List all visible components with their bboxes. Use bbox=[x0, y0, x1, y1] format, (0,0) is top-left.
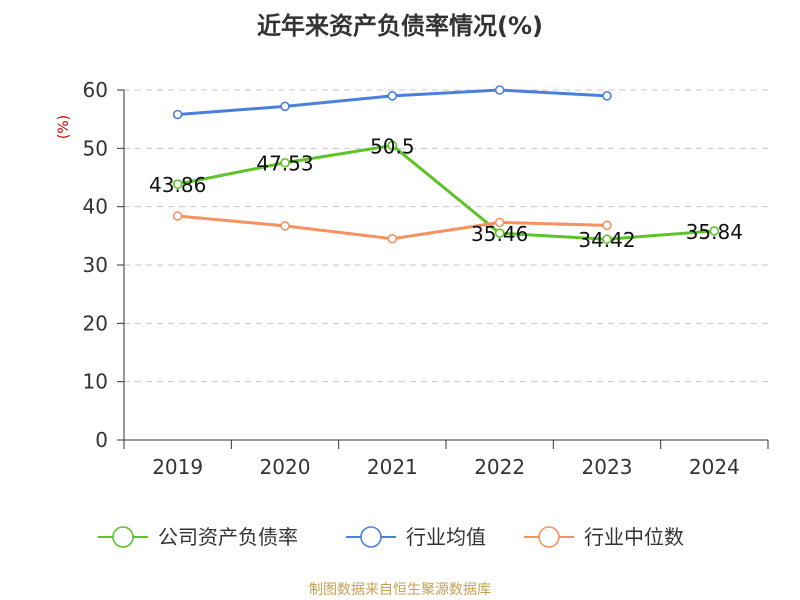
x-tick-label: 2019 bbox=[152, 455, 203, 479]
data-point bbox=[280, 101, 290, 112]
series-line-1 bbox=[177, 143, 715, 241]
y-tick-label: 40 bbox=[83, 195, 108, 219]
data-point bbox=[387, 140, 398, 151]
data-label: 34.42 bbox=[578, 228, 635, 252]
y-tick-label: 30 bbox=[83, 253, 108, 277]
x-tick-label: 2020 bbox=[260, 455, 311, 479]
data-point bbox=[602, 234, 612, 245]
data-point bbox=[494, 85, 505, 95]
data-label: 43.86 bbox=[149, 173, 206, 197]
source-note: 制图数据来自恒生聚源数据库 bbox=[309, 582, 491, 598]
x-tick-label: 2023 bbox=[582, 455, 633, 479]
data-point bbox=[172, 179, 183, 189]
y-axis-label: (%) bbox=[56, 115, 72, 139]
data-point bbox=[709, 226, 720, 236]
y-tick-label: 10 bbox=[83, 370, 108, 394]
data-labels: 43.86 47.53 50.5 35.46 34.42 35.84 bbox=[149, 134, 743, 252]
legend-label: 公司资产负债率 bbox=[158, 525, 298, 549]
legend-marker bbox=[360, 526, 382, 548]
x-tick-label: 2022 bbox=[474, 455, 525, 479]
y-tick-label: 50 bbox=[83, 136, 108, 160]
chart-title: 近年来资产负债率情况(%) bbox=[257, 12, 543, 40]
legend-label: 行业中位数 bbox=[584, 525, 684, 549]
legend-label: 行业均值 bbox=[406, 525, 486, 549]
data-point bbox=[494, 217, 505, 228]
data-point bbox=[387, 233, 398, 244]
data-point bbox=[172, 211, 183, 221]
x-tick-label: 2024 bbox=[689, 455, 740, 479]
data-point bbox=[602, 91, 612, 101]
data-label: 47.53 bbox=[256, 152, 313, 176]
legend: 公司资产负债率 行业均值 行业中位数 bbox=[98, 525, 684, 549]
data-label: 35.46 bbox=[471, 222, 528, 246]
data-point bbox=[172, 109, 183, 120]
x-tick-label: 2021 bbox=[367, 455, 418, 479]
axes: 0 10 20 30 40 50 60 2019 2020 2021 2022 2023 2024 bbox=[83, 78, 769, 479]
y-tick-label: 0 bbox=[95, 428, 108, 452]
data-point bbox=[280, 157, 290, 168]
data-point bbox=[387, 91, 398, 101]
legend-marker bbox=[538, 526, 560, 548]
y-tick-label: 60 bbox=[83, 78, 108, 102]
data-point bbox=[602, 220, 612, 231]
data-label: 35.84 bbox=[686, 220, 743, 244]
data-point bbox=[280, 221, 290, 231]
gridlines bbox=[124, 89, 768, 383]
legend-marker bbox=[112, 526, 134, 548]
data-label: 50.5 bbox=[370, 134, 415, 158]
series-lines bbox=[172, 85, 720, 245]
y-tick-label: 20 bbox=[83, 311, 108, 335]
data-point bbox=[494, 228, 505, 238]
